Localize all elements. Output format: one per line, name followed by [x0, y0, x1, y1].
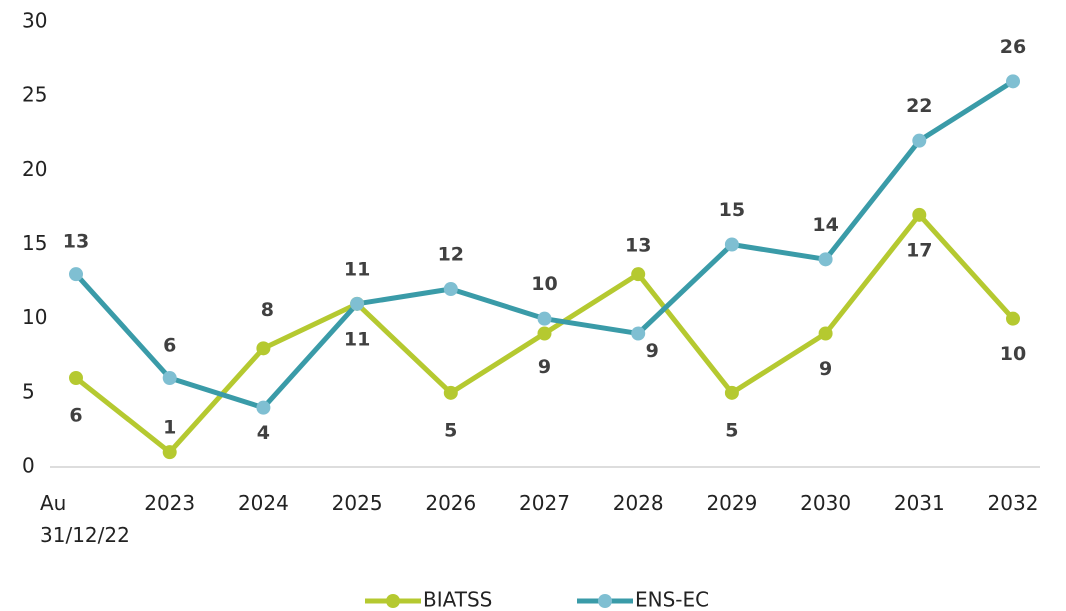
- point: [818, 326, 833, 341]
- data-label: 6: [69, 405, 82, 427]
- x-tick-label: 2026: [425, 491, 477, 515]
- legend-marker: [386, 594, 400, 608]
- x-tick-label: 2028: [612, 491, 664, 515]
- data-label: 9: [646, 340, 659, 362]
- x-tick-label: 2024: [237, 491, 289, 515]
- y-tick-label: 20: [22, 157, 47, 181]
- y-tick-label: 5: [22, 379, 35, 403]
- data-label: 17: [906, 239, 932, 261]
- y-tick-label: 30: [22, 9, 47, 33]
- data-label: 10: [1000, 343, 1026, 365]
- data-label: 11: [344, 258, 370, 280]
- point: [537, 311, 552, 326]
- data-label: 13: [625, 235, 651, 257]
- point: [724, 385, 739, 400]
- y-tick-label: 10: [22, 305, 47, 329]
- x-tick-label: 2032: [987, 491, 1039, 515]
- point: [724, 237, 739, 252]
- point: [537, 326, 552, 341]
- point: [443, 282, 458, 296]
- x-tick-label: 2023: [144, 491, 196, 515]
- point: [350, 296, 365, 311]
- x-tick-label: 2029: [706, 491, 758, 515]
- y-tick-label: 15: [22, 231, 47, 255]
- data-label: 12: [438, 244, 464, 266]
- x-tick-label: 2030: [800, 491, 852, 515]
- point: [631, 267, 646, 282]
- data-label: 11: [344, 328, 370, 350]
- point: [912, 133, 927, 148]
- data-label: 1: [163, 417, 176, 439]
- data-label: 5: [444, 419, 457, 441]
- point: [1006, 74, 1020, 89]
- point: [69, 267, 83, 282]
- data-label: 22: [906, 95, 932, 117]
- legend-marker: [598, 594, 612, 608]
- data-label: 14: [812, 214, 838, 236]
- data-label: 8: [261, 299, 274, 321]
- point: [818, 252, 833, 267]
- x-tick-label: Au 31/12/22: [40, 491, 130, 547]
- point: [256, 341, 271, 356]
- data-label: 9: [819, 358, 832, 380]
- x-tick-label: 2027: [519, 491, 570, 515]
- data-label: 6: [163, 335, 176, 357]
- legend-label: BIATSS: [423, 588, 492, 611]
- x-tick-label: 2025: [331, 491, 383, 515]
- data-label: 5: [725, 419, 738, 441]
- data-label: 26: [1000, 36, 1026, 58]
- y-tick-label: 0: [22, 454, 35, 478]
- point: [443, 385, 458, 400]
- point: [162, 371, 177, 385]
- point: [256, 400, 271, 415]
- point: [162, 445, 177, 460]
- data-label: 15: [719, 199, 745, 221]
- x-tick-label: 2031: [893, 491, 945, 515]
- point: [631, 326, 646, 341]
- y-tick-label: 25: [22, 83, 47, 107]
- data-label: 9: [538, 356, 551, 378]
- data-label: 4: [257, 422, 270, 444]
- legend-label: ENS-EC: [635, 588, 709, 611]
- data-label: 13: [63, 231, 89, 253]
- point: [69, 371, 83, 385]
- data-label: 10: [531, 273, 557, 295]
- point: [912, 207, 927, 222]
- point: [1006, 311, 1020, 326]
